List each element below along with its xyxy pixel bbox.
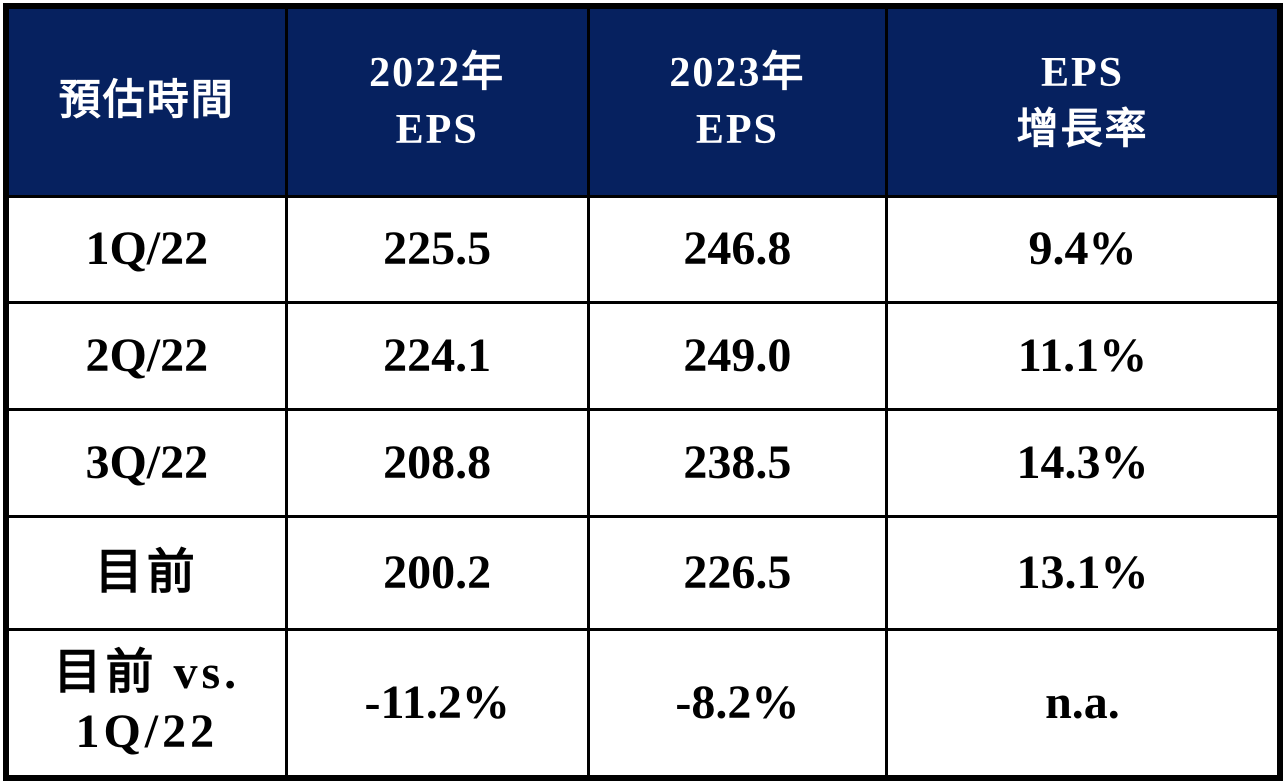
eps-estimates-table: 預估時間 2022年 EPS 2023年 EPS EPS 增長率 1Q/22 2… bbox=[3, 3, 1283, 781]
cell-growth: n.a. bbox=[884, 627, 1282, 780]
column-header-eps-2023: 2023年 EPS bbox=[586, 4, 888, 198]
table-row-3q22: 3Q/22 208.8 238.5 14.3% bbox=[4, 408, 1282, 518]
table-row-2q22: 2Q/22 224.1 249.0 11.1% bbox=[4, 301, 1282, 412]
cell-growth: 11.1% bbox=[884, 301, 1282, 412]
cell-eps-2023: 226.5 bbox=[586, 514, 888, 631]
column-header-eps-growth: EPS 增長率 bbox=[884, 4, 1282, 198]
cell-eps-2022: 200.2 bbox=[284, 514, 590, 631]
cell-eps-2023: 249.0 bbox=[586, 301, 888, 412]
cell-growth: 9.4% bbox=[884, 194, 1282, 305]
cell-growth: 14.3% bbox=[884, 408, 1282, 518]
cell-eps-2022: 225.5 bbox=[284, 194, 590, 305]
cell-period: 2Q/22 bbox=[4, 301, 288, 412]
cell-growth: 13.1% bbox=[884, 514, 1282, 631]
table-row-current: 目前 200.2 226.5 13.1% bbox=[4, 514, 1282, 631]
table-row-current-vs-1q22: 目前 vs. 1Q/22 -11.2% -8.2% n.a. bbox=[4, 627, 1282, 780]
cell-eps-2022: 224.1 bbox=[284, 301, 590, 412]
cell-eps-2023: 238.5 bbox=[586, 408, 888, 518]
cell-period: 目前 vs. 1Q/22 bbox=[4, 627, 288, 780]
column-header-period: 預估時間 bbox=[4, 4, 288, 198]
cell-period: 1Q/22 bbox=[4, 194, 288, 305]
cell-period: 3Q/22 bbox=[4, 408, 288, 518]
cell-eps-2023: 246.8 bbox=[586, 194, 888, 305]
table-row-1q22: 1Q/22 225.5 246.8 9.4% bbox=[4, 194, 1282, 305]
cell-eps-2022: 208.8 bbox=[284, 408, 590, 518]
cell-eps-2023: -8.2% bbox=[586, 627, 888, 780]
cell-eps-2022: -11.2% bbox=[284, 627, 590, 780]
table-header-row: 預估時間 2022年 EPS 2023年 EPS EPS 增長率 bbox=[4, 4, 1282, 198]
cell-period: 目前 bbox=[4, 514, 288, 631]
column-header-eps-2022: 2022年 EPS bbox=[284, 4, 590, 198]
